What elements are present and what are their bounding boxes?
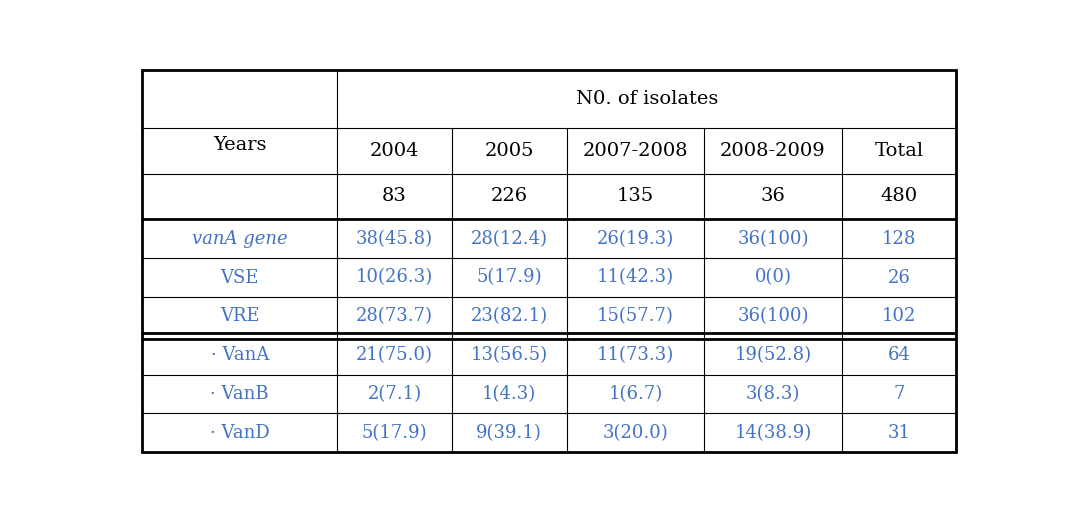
Text: 102: 102 [882,307,917,325]
Text: 38(45.8): 38(45.8) [356,230,433,248]
Text: VSE: VSE [221,268,259,286]
Text: 135: 135 [616,187,654,205]
Text: 480: 480 [880,187,918,205]
Text: Years: Years [213,135,267,154]
Text: 36: 36 [760,187,786,205]
Text: 11(42.3): 11(42.3) [597,268,674,286]
Text: · VanD: · VanD [210,424,270,442]
Text: 10(26.3): 10(26.3) [356,268,433,286]
Text: 2007-2008: 2007-2008 [582,142,688,160]
Text: 5(17.9): 5(17.9) [476,268,542,286]
Text: 11(73.3): 11(73.3) [597,346,674,364]
Text: 36(100): 36(100) [738,307,808,325]
Text: N0. of isolates: N0. of isolates [576,90,718,108]
Text: 14(38.9): 14(38.9) [734,424,812,442]
Text: 13(56.5): 13(56.5) [471,346,548,364]
Text: 1(6.7): 1(6.7) [608,385,662,403]
Text: 9(39.1): 9(39.1) [476,424,542,442]
Text: 28(73.7): 28(73.7) [356,307,433,325]
Text: 2(7.1): 2(7.1) [368,385,421,403]
Text: 83: 83 [382,187,407,205]
Text: 28(12.4): 28(12.4) [471,230,548,248]
Text: 36(100): 36(100) [738,230,808,248]
Text: VRE: VRE [220,307,259,325]
Text: 1(4.3): 1(4.3) [482,385,536,403]
Text: 5(17.9): 5(17.9) [361,424,428,442]
Text: 15(57.7): 15(57.7) [597,307,674,325]
Text: 0(0): 0(0) [755,268,791,286]
Text: Total: Total [875,142,924,160]
Text: 2005: 2005 [485,142,534,160]
Text: 31: 31 [888,424,910,442]
Text: 7: 7 [893,385,905,403]
Text: · VanA: · VanA [210,346,269,364]
Text: 2004: 2004 [370,142,419,160]
Text: vanA gene: vanA gene [192,230,287,248]
Text: 2008-2009: 2008-2009 [720,142,825,160]
Text: 19(52.8): 19(52.8) [734,346,812,364]
Text: 3(20.0): 3(20.0) [602,424,668,442]
Text: 21(75.0): 21(75.0) [356,346,433,364]
Text: 64: 64 [888,346,910,364]
Text: 226: 226 [491,187,527,205]
Text: 23(82.1): 23(82.1) [471,307,548,325]
Text: 26(19.3): 26(19.3) [597,230,674,248]
Text: 3(8.3): 3(8.3) [746,385,800,403]
Text: 128: 128 [882,230,917,248]
Text: · VanB: · VanB [210,385,269,403]
Text: 26: 26 [888,268,910,286]
